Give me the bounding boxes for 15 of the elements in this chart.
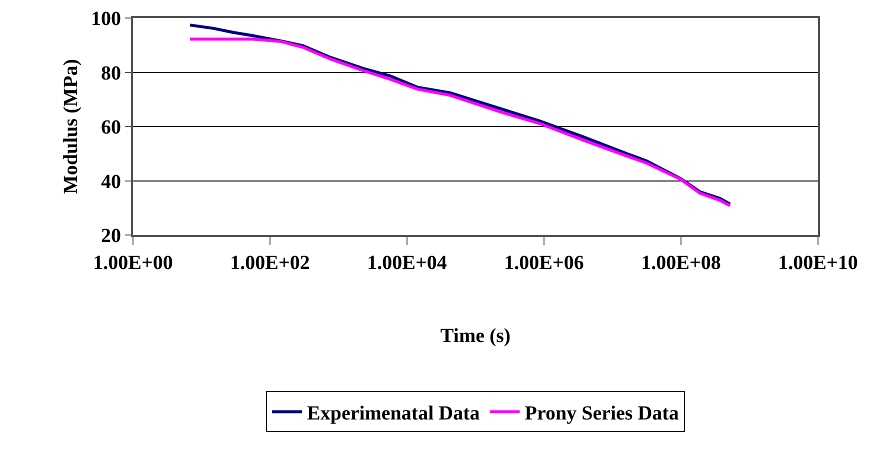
x-axis-title: Time (s) <box>440 325 511 347</box>
x-tick-label: 1.00E+04 <box>367 252 447 274</box>
x-tick-label: 1.00E+08 <box>641 252 721 274</box>
y-axis-title: Modulus (MPa) <box>60 59 82 194</box>
y-tick-label: 100 <box>91 8 121 30</box>
y-tick-label: 40 <box>101 170 121 193</box>
y-tick-label: 80 <box>101 62 121 84</box>
y-tick-label: 60 <box>101 116 121 138</box>
legend-label: Prony Series Data <box>524 402 679 425</box>
x-tick-label: 1.00E+02 <box>230 252 310 274</box>
y-tick-label: 20 <box>101 225 121 247</box>
x-tick-label: 1.00E+00 <box>93 252 173 274</box>
x-tick-label: 1.00E+10 <box>778 252 858 274</box>
legend-label: Experimenatal Data <box>307 402 480 425</box>
x-tick-label: 1.00E+06 <box>504 252 584 274</box>
